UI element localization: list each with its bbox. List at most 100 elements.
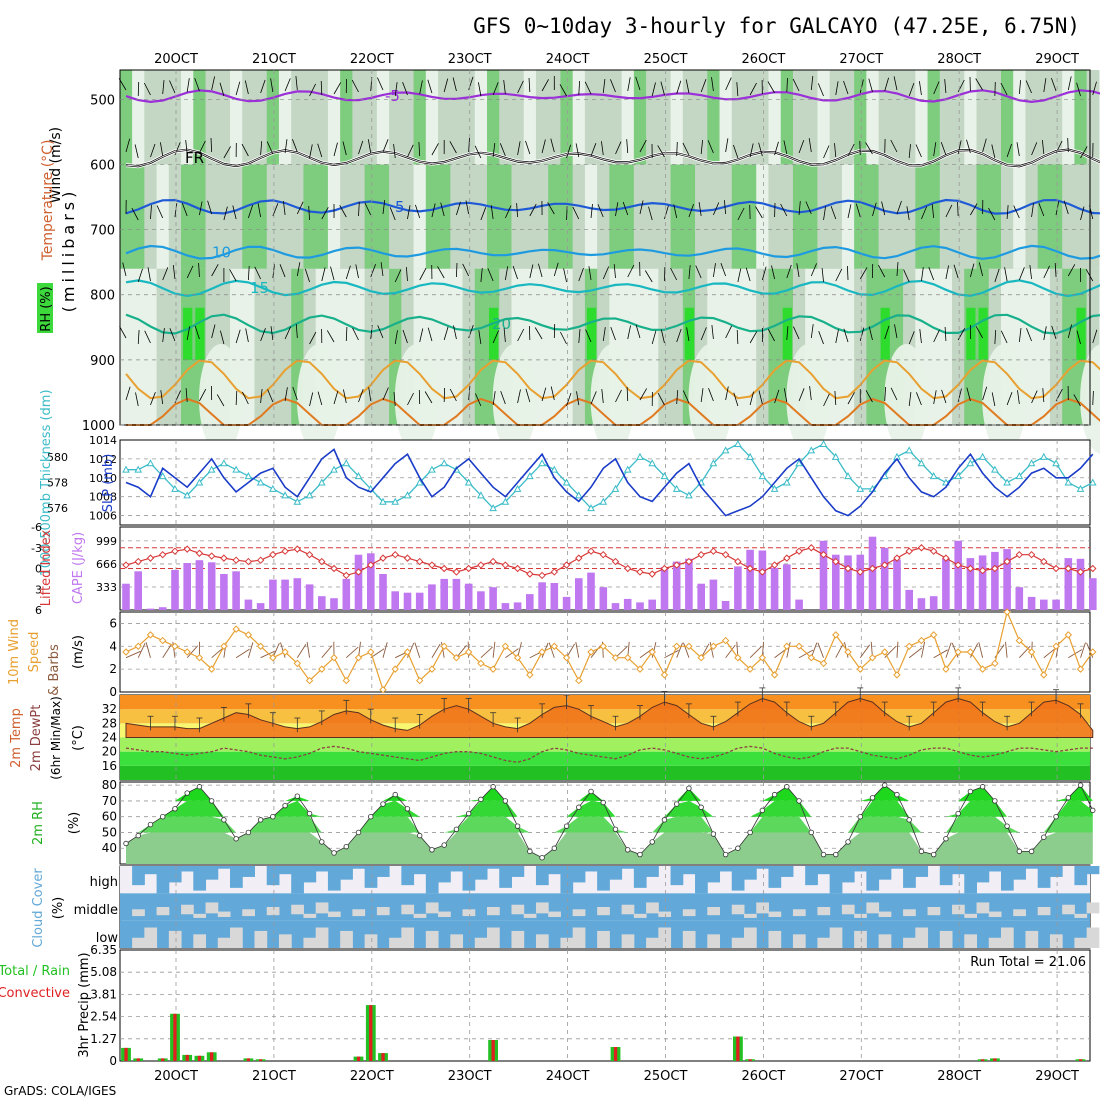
rh2m-marker [270, 813, 276, 820]
top-time-axis: 20OCT 21OCT 22OCT 23OCT 24OCT 25OCT 26OCT 27OCT… [154, 52, 1079, 67]
rh-cell-bright [684, 307, 695, 360]
wind10-barb [296, 643, 307, 658]
wind-barb [793, 326, 800, 340]
wind-barb [254, 266, 261, 280]
li-marker [403, 554, 412, 562]
cloud-high-cell [450, 866, 464, 872]
wind-barb [1025, 80, 1032, 94]
wind10-barb [920, 641, 926, 658]
rh-cell [511, 70, 525, 165]
thickness-marker [758, 472, 767, 480]
cloud-mid-gap [854, 913, 867, 918]
wind-barb [150, 205, 152, 220]
thickness-marker [623, 465, 632, 473]
wind-barb [610, 326, 616, 341]
wind10-tick: 2 [109, 662, 117, 676]
precip-run-total: Run Total = 21.06 [970, 955, 1086, 970]
wind-barb [878, 264, 886, 278]
rh-cell-bright [195, 307, 205, 360]
thickness-marker [513, 484, 522, 492]
cape-bar [611, 603, 620, 610]
cloud-high-cell [609, 866, 623, 880]
wind-barb [162, 80, 165, 95]
rh-cell [560, 70, 574, 165]
rh2m-marker [135, 832, 141, 839]
cloud-high-cell [890, 866, 904, 869]
cloud-high-cell [156, 866, 170, 894]
wind-barb [456, 201, 461, 216]
slp-tick: 1008 [89, 491, 117, 504]
wind10-marker [415, 676, 424, 685]
wind-barb [613, 264, 616, 279]
rh-cell [756, 268, 770, 425]
rh2m-marker [673, 801, 680, 807]
li-marker [660, 564, 669, 573]
thickness-marker [1088, 478, 1097, 486]
rh-cell [560, 268, 574, 425]
rh-cell [621, 70, 635, 165]
wind-barb [1004, 267, 1008, 282]
rh-cell [132, 164, 145, 269]
temp2m-label-1: 2m Temp [9, 708, 24, 768]
li-marker [122, 561, 130, 569]
rh-cell [438, 268, 451, 425]
wind10-marker [978, 665, 987, 673]
wind-barb [755, 206, 763, 219]
rh-cell [854, 268, 867, 425]
wind-barb [382, 139, 389, 153]
pressure-tick: 900 [90, 354, 115, 369]
rh-cell [119, 268, 133, 425]
cape-bar [697, 583, 705, 610]
wind-barb [194, 325, 200, 340]
wind-barb [749, 143, 754, 158]
wind10-marker [991, 659, 999, 668]
thickness-marker [770, 484, 779, 492]
rh-cell [952, 268, 965, 425]
wind-barb [602, 266, 610, 280]
precip-axis: 6.35 5.08 3.81 2.54 1.27 0 [90, 943, 117, 1068]
thickness-marker [660, 472, 669, 480]
cape-bar [758, 550, 767, 610]
wind-barb [468, 137, 470, 153]
wind-barb [272, 203, 279, 217]
wind10-barb [162, 644, 172, 658]
wind-barb [468, 386, 471, 401]
thickness-marker [134, 465, 143, 473]
wind-barb [1018, 328, 1022, 343]
wind-barb [711, 77, 714, 92]
wind-barb [284, 326, 292, 340]
wind-barb [953, 264, 959, 279]
wind-barb [500, 390, 506, 405]
cloud-high-cell [597, 866, 610, 891]
cape-bar [966, 558, 975, 610]
wind-barb [651, 330, 657, 345]
wind-barb [480, 207, 487, 221]
li-marker [575, 554, 583, 562]
wind10-marker [1064, 631, 1072, 639]
wind-barb [615, 202, 619, 217]
wind-barb [257, 203, 262, 218]
wind-barb [162, 267, 169, 281]
cape-bar [256, 603, 265, 610]
isotherm-label: 10 [212, 243, 231, 261]
wind-barb [292, 139, 298, 153]
wind-barb [749, 331, 758, 344]
li-marker [819, 550, 828, 559]
wind10-marker [1089, 648, 1097, 656]
rh-cell [695, 70, 708, 165]
cloud-high-cell [376, 866, 390, 877]
wind10-marker [758, 654, 767, 662]
li-tick: 3 [35, 583, 42, 596]
cape-bar [991, 551, 999, 610]
thickness-marker [501, 497, 510, 505]
slp-label-thickness: 1000-500mb Thickness (dm) [39, 389, 54, 576]
wind-barb [847, 143, 855, 157]
wind-barb [817, 83, 824, 97]
cloud-high-cell [413, 866, 427, 875]
wind-barb [503, 328, 506, 343]
wind10-marker [207, 665, 216, 673]
wind-barb [994, 268, 1000, 283]
wind-barb [358, 201, 360, 217]
precip-conv-bar [381, 1053, 385, 1061]
wind10-marker [379, 686, 387, 694]
